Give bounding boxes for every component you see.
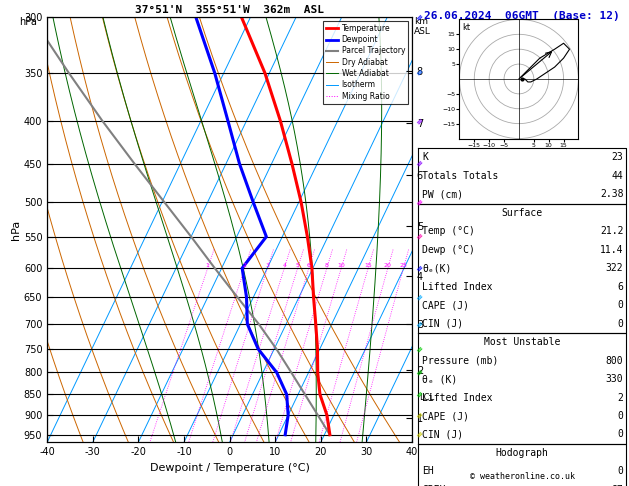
Text: 2: 2	[618, 393, 623, 402]
Text: ≡: ≡	[414, 410, 425, 421]
Text: CAPE (J): CAPE (J)	[422, 411, 469, 421]
Text: Lifted Index: Lifted Index	[422, 282, 493, 292]
Text: LCL: LCL	[419, 393, 434, 402]
Text: Lifted Index: Lifted Index	[422, 393, 493, 402]
Text: 87: 87	[611, 485, 623, 486]
Text: ≡: ≡	[414, 429, 425, 440]
Text: ≡: ≡	[414, 318, 425, 330]
Text: PW (cm): PW (cm)	[422, 190, 463, 199]
Text: © weatheronline.co.uk: © weatheronline.co.uk	[470, 472, 574, 481]
Text: 11.4: 11.4	[600, 245, 623, 255]
Text: CIN (J): CIN (J)	[422, 430, 463, 439]
Text: Pressure (mb): Pressure (mb)	[422, 356, 498, 365]
Text: 10: 10	[337, 263, 345, 268]
Text: CAPE (J): CAPE (J)	[422, 300, 469, 310]
Text: SREH: SREH	[422, 485, 445, 486]
Text: ≡: ≡	[414, 158, 425, 170]
Text: 21.2: 21.2	[600, 226, 623, 236]
Text: 4: 4	[282, 263, 286, 268]
Text: ≡: ≡	[414, 231, 425, 243]
Text: 37°51'N  355°51'W  362m  ASL: 37°51'N 355°51'W 362m ASL	[135, 4, 324, 15]
Text: 0: 0	[618, 319, 623, 329]
Legend: Temperature, Dewpoint, Parcel Trajectory, Dry Adiabat, Wet Adiabat, Isotherm, Mi: Temperature, Dewpoint, Parcel Trajectory…	[323, 21, 408, 104]
Text: 8: 8	[325, 263, 329, 268]
Text: 25: 25	[399, 263, 408, 268]
Text: Hodograph: Hodograph	[496, 448, 548, 458]
Text: Totals Totals: Totals Totals	[422, 171, 498, 181]
Text: 0: 0	[618, 467, 623, 476]
Text: ≡: ≡	[414, 196, 425, 208]
Text: ≡: ≡	[414, 262, 425, 274]
Text: 6: 6	[307, 263, 311, 268]
Text: CIN (J): CIN (J)	[422, 319, 463, 329]
Text: θₑ(K): θₑ(K)	[422, 263, 452, 273]
Text: K: K	[422, 153, 428, 162]
Text: hPa: hPa	[19, 17, 36, 27]
Text: 1: 1	[206, 263, 209, 268]
Text: ≡: ≡	[414, 367, 425, 378]
Text: ≡: ≡	[414, 389, 425, 400]
Y-axis label: hPa: hPa	[11, 220, 21, 240]
Text: Temp (°C): Temp (°C)	[422, 226, 475, 236]
Text: 0: 0	[618, 411, 623, 421]
Text: 0: 0	[618, 430, 623, 439]
Text: 2.38: 2.38	[600, 190, 623, 199]
Text: ≡: ≡	[414, 344, 425, 355]
Text: ≡: ≡	[414, 11, 425, 23]
Text: 0: 0	[618, 300, 623, 310]
Text: 26.06.2024  06GMT  (Base: 12): 26.06.2024 06GMT (Base: 12)	[424, 11, 620, 21]
Text: 2: 2	[243, 263, 247, 268]
Text: Dewp (°C): Dewp (°C)	[422, 245, 475, 255]
Text: 44: 44	[611, 171, 623, 181]
Text: Most Unstable: Most Unstable	[484, 337, 560, 347]
Text: 3: 3	[265, 263, 269, 268]
Text: θₑ (K): θₑ (K)	[422, 374, 457, 384]
Text: 800: 800	[606, 356, 623, 365]
Text: ≡: ≡	[414, 67, 425, 79]
Text: kt: kt	[462, 23, 470, 32]
Text: 330: 330	[606, 374, 623, 384]
Text: ≡: ≡	[414, 116, 425, 127]
X-axis label: Dewpoint / Temperature (°C): Dewpoint / Temperature (°C)	[150, 463, 309, 473]
Text: 23: 23	[611, 153, 623, 162]
Text: Surface: Surface	[501, 208, 543, 218]
Text: 15: 15	[364, 263, 372, 268]
Text: ≡: ≡	[414, 292, 425, 303]
Text: EH: EH	[422, 467, 434, 476]
Text: 20: 20	[384, 263, 392, 268]
Text: 322: 322	[606, 263, 623, 273]
Text: 6: 6	[618, 282, 623, 292]
Text: 5: 5	[296, 263, 299, 268]
Text: km
ASL: km ASL	[414, 17, 431, 36]
